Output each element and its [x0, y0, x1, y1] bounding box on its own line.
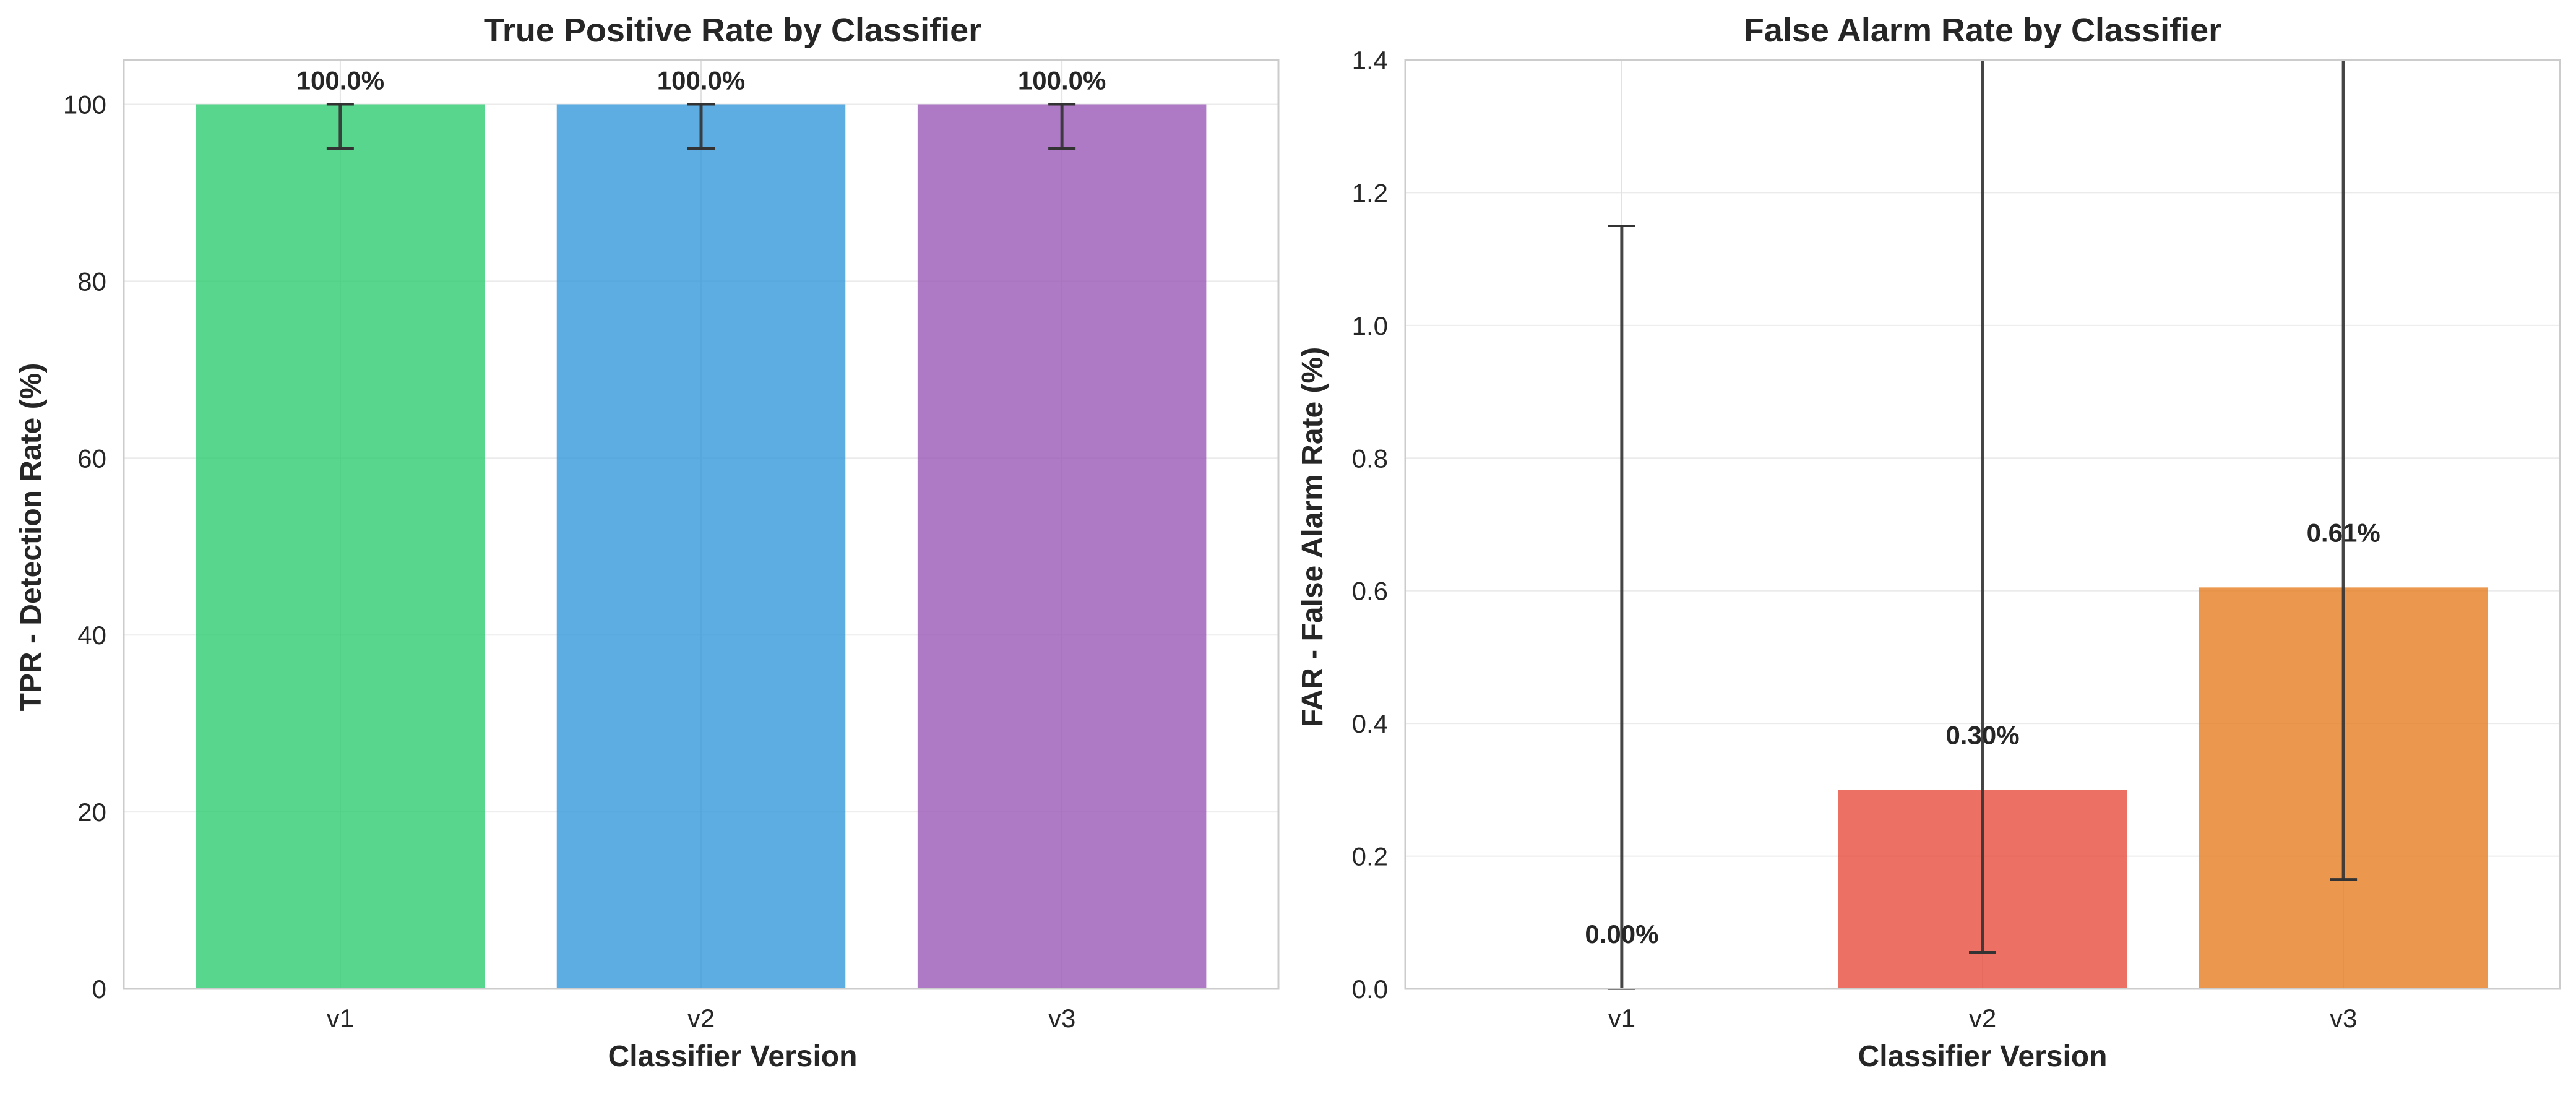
- data-label-v2: 100.0%: [657, 66, 745, 95]
- y-axis-label: FAR - False Alarm Rate (%): [1296, 347, 1329, 727]
- x-tick-label: v2: [1969, 1004, 1996, 1033]
- y-tick-label: 0.8: [1352, 444, 1388, 473]
- x-tick-label: v1: [327, 1004, 354, 1033]
- y-tick-label: 80: [77, 267, 106, 296]
- data-labels: 0.00% 0.30% 0.61%: [1585, 518, 2380, 949]
- bar-v2: [556, 104, 846, 989]
- y-tick-label: 40: [77, 621, 106, 650]
- plot-frame: [1404, 59, 2561, 990]
- y-tick-label: 0.4: [1352, 709, 1388, 738]
- y-tick-label: 0: [92, 975, 106, 1004]
- plot-frame: [123, 59, 1280, 990]
- y-tick-label: 1.4: [1352, 46, 1388, 75]
- y-tick-label: 1.0: [1352, 311, 1388, 340]
- x-tick-label: v1: [1608, 1004, 1635, 1033]
- y-tick-label: 60: [77, 444, 106, 473]
- y-tick-label: 20: [77, 798, 106, 827]
- error-bars: [326, 103, 1076, 150]
- x-tick-label: v2: [687, 1004, 715, 1033]
- bar-v1: [196, 104, 485, 989]
- bar-v3: [917, 104, 1207, 989]
- y-axis-label: TPR - Detection Rate (%): [15, 363, 48, 712]
- chart-title: False Alarm Rate by Classifier: [1744, 12, 2221, 49]
- data-labels: 100.0% 100.0% 100.0%: [296, 66, 1106, 95]
- bars: [196, 104, 1207, 989]
- data-label-v2: 0.30%: [1945, 720, 2019, 749]
- chart-title: True Positive Rate by Classifier: [484, 12, 981, 49]
- x-tick-label: v3: [2330, 1004, 2357, 1033]
- data-label-v3: 100.0%: [1018, 66, 1106, 95]
- error-bars: [1608, 60, 2358, 990]
- x-tick-label: v3: [1048, 1004, 1075, 1033]
- x-axis-label: Classifier Version: [1858, 1040, 2108, 1073]
- y-tick-label: 0.6: [1352, 577, 1388, 606]
- tick-labels: 0.0 0.2 0.4 0.6 0.8 1.0 1.2 1.4 v1 v2 v3: [1352, 46, 2358, 1033]
- y-tick-label: 0.0: [1352, 975, 1388, 1004]
- y-tick-label: 1.2: [1352, 178, 1388, 207]
- y-tick-label: 100: [63, 90, 106, 119]
- far-chart: False Alarm Rate by Classifier Classifie…: [1296, 12, 2561, 1073]
- data-label-v1: 100.0%: [296, 66, 384, 95]
- data-label-v1: 0.00%: [1585, 920, 1658, 949]
- data-label-v3: 0.61%: [2307, 518, 2380, 547]
- tick-labels: 0 20 40 60 80 100 v1 v2 v3: [63, 90, 1075, 1033]
- tpr-chart: True Positive Rate by Classifier Classif…: [15, 12, 1280, 1073]
- y-tick-label: 0.2: [1352, 842, 1388, 871]
- x-axis-label: Classifier Version: [608, 1040, 858, 1073]
- bars: [1838, 587, 2488, 989]
